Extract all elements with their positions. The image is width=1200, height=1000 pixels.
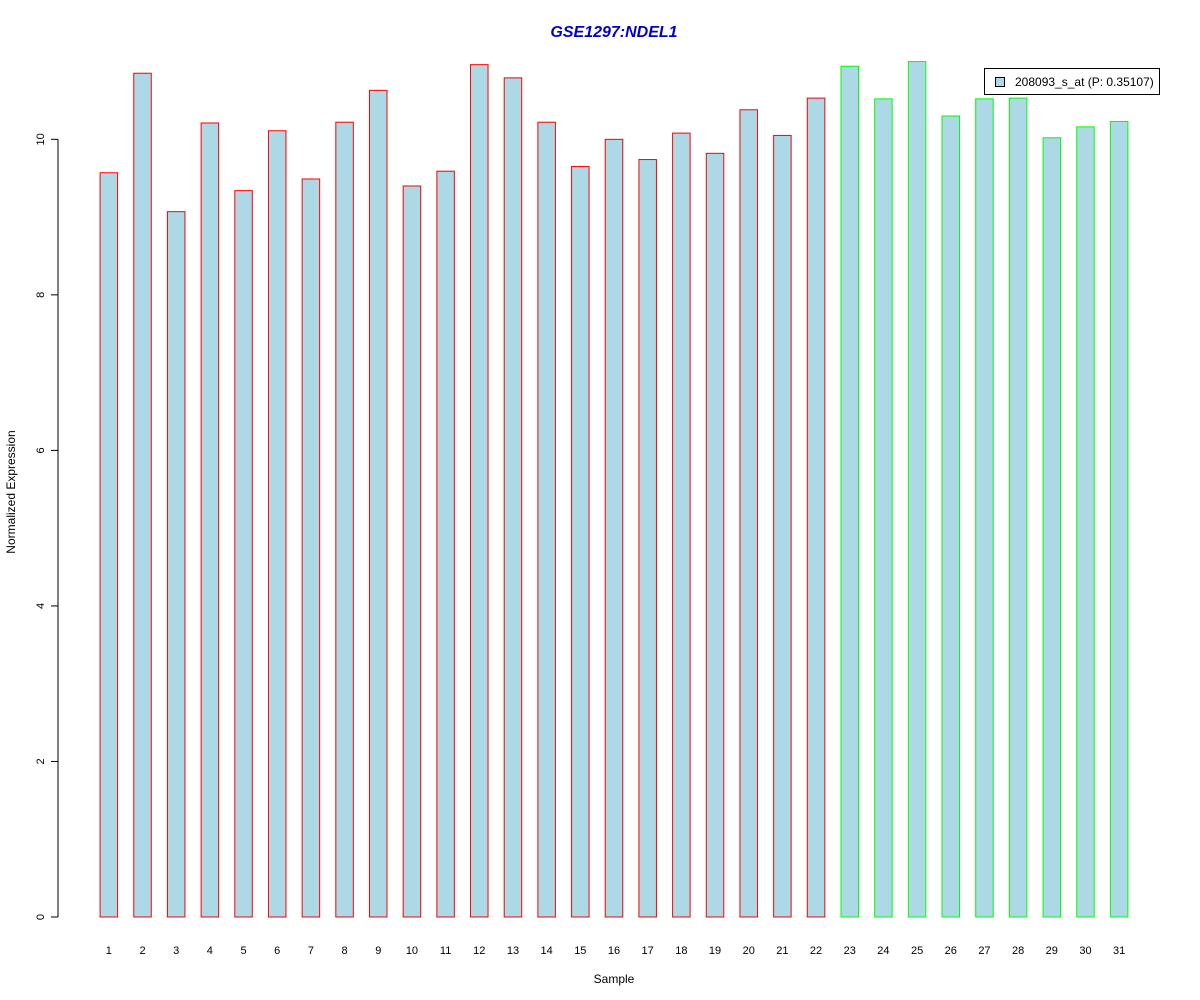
chart-title: GSE1297:NDEL1 [550,24,677,41]
bar-sample-21 [773,134,792,918]
x-axis-tick-label: 11 [440,945,451,957]
bar-sample-25 [907,61,927,918]
y-axis-tick-label: 4 [35,603,47,609]
x-axis-tick-label: 2 [139,945,145,957]
x-axis-tick-label: 24 [877,945,889,957]
x-axis-tick-label: 18 [675,945,687,957]
x-axis-tick-label: 6 [274,945,280,957]
bar-sample-24 [874,98,893,918]
x-axis-tick-label: 9 [375,945,381,957]
legend-label: 208093_s_at (P: 0.35107) [1015,75,1154,89]
x-axis-tick-label: 5 [240,945,246,957]
bar-sample-28 [1008,97,1028,918]
x-axis-tick-label: 15 [574,945,586,957]
bar-sample-19 [705,152,725,918]
bar-sample-15 [571,166,590,918]
x-axis-tick-label: 10 [406,945,418,957]
bar-sample-3 [166,211,186,918]
bar-sample-18 [672,132,691,918]
x-axis-tick-label: 26 [945,945,957,957]
y-axis-label: Normalized Expression [4,430,18,553]
bar-sample-11 [436,170,455,918]
x-axis-tick-label: 30 [1079,945,1091,957]
bar-sample-13 [503,77,523,918]
x-axis-tick-label: 28 [1012,945,1024,957]
bar-sample-1 [99,172,119,918]
bar-sample-8 [335,121,354,918]
x-axis-tick-label: 1 [106,945,112,957]
x-axis-tick-label: 22 [810,945,822,957]
legend: 208093_s_at (P: 0.35107) [984,68,1160,95]
bar-sample-22 [806,97,826,918]
bar-sample-23 [840,65,859,918]
y-axis-tick-label: 6 [35,447,47,453]
bar-sample-10 [402,185,422,918]
x-axis-tick-label: 12 [473,945,485,957]
x-axis-tick-label: 17 [642,945,654,957]
x-axis-tick-label: 14 [541,945,553,957]
x-axis-tick-label: 27 [978,945,990,957]
x-axis-tick-label: 20 [743,945,755,957]
y-axis-tick-label: 0 [35,914,47,920]
x-axis-tick-label: 3 [173,945,179,957]
y-axis-tick-label: 10 [35,133,47,145]
x-axis-tick-label: 13 [507,945,519,957]
x-axis-tick-labels: 1 2 3 4 5 6 7 8 9 10 11 12 13 14 15 16 17 18 19 20 21 22 23 24 2… [106,945,1126,957]
x-axis-tick-label: 23 [844,945,856,957]
bar-sample-4 [200,122,220,918]
y-axis: 0 2 4 6 8 10 [35,133,59,920]
x-axis-tick-label: 25 [911,945,923,957]
x-axis-tick-label: 4 [207,945,213,957]
x-axis-tick-label: 21 [776,945,788,957]
x-axis-tick-label: 29 [1046,945,1058,957]
bar-sample-2 [133,72,152,918]
bar-group [99,61,1129,918]
bar-sample-9 [369,89,388,918]
bar-sample-27 [975,98,994,918]
bar-sample-26 [941,115,961,918]
x-axis-tick-label: 16 [608,945,620,957]
bar-sample-7 [301,178,321,918]
bar-sample-5 [234,190,253,918]
x-axis-label: Sample [594,972,635,986]
y-axis-tick-label: 8 [35,292,47,298]
bar-sample-31 [1109,120,1129,918]
bar-sample-16 [604,138,624,918]
bar-sample-14 [537,121,556,918]
bar-sample-12 [470,64,489,918]
bar-sample-17 [638,159,657,918]
x-axis-tick-label: 7 [308,945,314,957]
y-axis-tick-label: 2 [35,758,47,764]
legend-swatch [995,77,1005,87]
bar-sample-20 [739,109,758,918]
x-axis-tick-label: 19 [709,945,721,957]
bar-sample-30 [1076,126,1095,918]
x-axis-tick-label: 8 [342,945,348,957]
bar-sample-6 [267,130,287,918]
x-axis-tick-label: 31 [1113,945,1125,957]
bar-sample-29 [1042,137,1062,918]
